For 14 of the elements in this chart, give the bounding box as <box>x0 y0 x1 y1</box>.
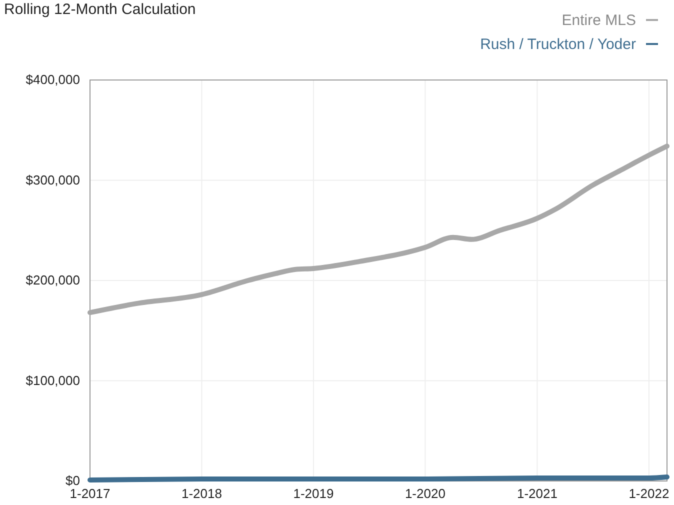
x-tick-label: 1-2022 <box>628 486 670 502</box>
x-tick-label: 1-2018 <box>181 486 222 502</box>
legend-label: Rush / Truckton / Yoder <box>480 36 636 53</box>
y-tick-label: $0 <box>66 473 80 488</box>
y-tick-label: $400,000 <box>26 72 80 88</box>
legend-label: Entire MLS <box>562 12 636 29</box>
x-tick-label: 1-2017 <box>70 486 110 502</box>
x-tick-label: 1-2020 <box>404 486 446 502</box>
x-tick-label: 1-2021 <box>516 486 558 502</box>
y-tick-label: $200,000 <box>26 272 80 288</box>
chart-title: Rolling 12-Month Calculation <box>4 1 196 18</box>
y-tick-label: $300,000 <box>26 172 80 188</box>
y-tick-label: $100,000 <box>26 372 80 388</box>
x-tick-label: 1-2019 <box>293 486 334 502</box>
